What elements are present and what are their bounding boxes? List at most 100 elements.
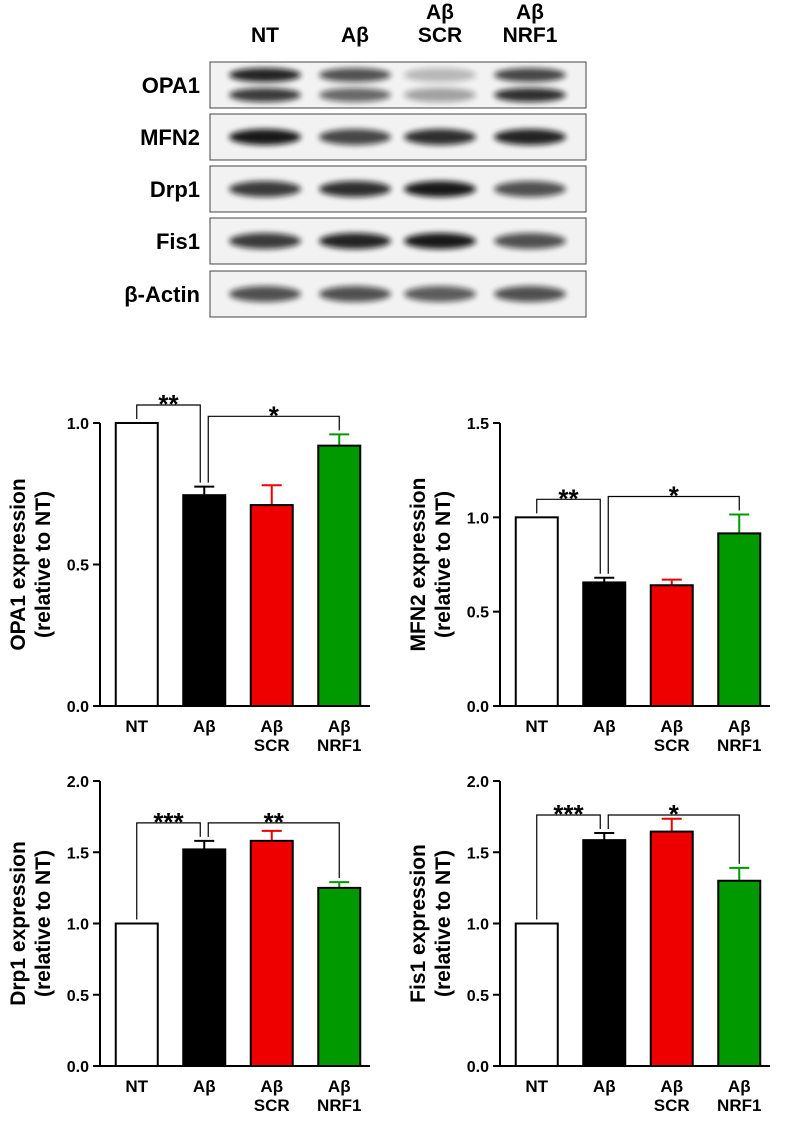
x-tick-label: NT [125, 717, 148, 736]
blot-band [404, 286, 476, 302]
blot-band [229, 129, 301, 145]
bar [114, 922, 159, 1067]
bar [317, 444, 362, 707]
blot-band [494, 129, 566, 145]
blot-band [404, 233, 476, 249]
x-tick-label: Aβ NRF1 [317, 1077, 361, 1115]
x-tick-label: Aβ [193, 1077, 216, 1096]
blot-band [319, 68, 391, 82]
blot-band [404, 129, 476, 145]
y-tick-label: 0.0 [467, 699, 489, 716]
x-tick-label: NT [525, 1077, 548, 1096]
significance-label: * [669, 481, 680, 511]
significance-label: * [269, 400, 280, 430]
blot-row-label: Fis1 [156, 229, 200, 254]
bar [182, 494, 227, 708]
y-axis-label: OPA1 expression(relative to NT) [7, 478, 55, 650]
significance-bracket [136, 404, 201, 483]
x-tick-label: NT [125, 1077, 148, 1096]
bar [717, 879, 762, 1067]
blot-band [494, 68, 566, 82]
blot-band [319, 181, 391, 197]
x-tick-label: Aβ SCR [254, 1077, 290, 1115]
y-tick-label: 0.5 [67, 988, 89, 1005]
y-tick-label: 0.5 [467, 605, 489, 622]
y-tick-label: 2.0 [67, 774, 89, 791]
y-axis-label: MFN2 expression(relative to NT) [407, 478, 455, 652]
x-tick-label: Aβ NRF1 [717, 717, 761, 755]
blot-band [229, 233, 301, 249]
blot-band [229, 88, 301, 102]
blot-band [319, 286, 391, 302]
blot-band [319, 129, 391, 145]
x-tick-label: NT [525, 717, 548, 736]
x-tick-label: Aβ [593, 717, 616, 736]
blot-band [229, 181, 301, 197]
significance-bracket [536, 814, 601, 920]
significance-bracket [607, 814, 740, 864]
significance-label: * [669, 799, 680, 829]
lane-label: Aβ NRF1 [503, 1, 558, 47]
blot-row-label: MFN2 [140, 125, 200, 150]
bar [182, 848, 227, 1068]
significance-bracket [136, 822, 201, 920]
bar [514, 922, 559, 1067]
significance-bracket [607, 495, 740, 574]
y-tick-label: 0.0 [67, 699, 89, 716]
y-tick-label: 1.0 [67, 917, 89, 934]
x-tick-label: Aβ [593, 1077, 616, 1096]
blot-band [494, 181, 566, 197]
y-tick-label: 1.0 [467, 917, 489, 934]
x-tick-label: Aβ NRF1 [317, 717, 361, 755]
y-tick-label: 1.5 [467, 845, 489, 862]
y-tick-label: 0.0 [67, 1059, 89, 1076]
significance-bracket [207, 822, 340, 879]
blot-band [404, 68, 476, 82]
bar [649, 830, 694, 1068]
y-tick-label: 1.0 [467, 510, 489, 527]
significance-bracket [207, 415, 340, 483]
bar [114, 422, 159, 707]
lane-label: NT [251, 24, 279, 47]
blot-row-label: OPA1 [142, 73, 200, 98]
y-tick-label: 1.5 [67, 845, 89, 862]
x-tick-label: Aβ SCR [654, 717, 690, 755]
y-tick-label: 1.0 [67, 416, 89, 433]
bar [717, 532, 762, 707]
blot-band [494, 233, 566, 249]
y-axis-label: Fis1 expression(relative to NT) [407, 844, 455, 1003]
blot-row-label: Drp1 [150, 177, 200, 202]
bar [582, 581, 627, 708]
blot-band [404, 181, 476, 197]
y-tick-label: 1.5 [467, 416, 489, 433]
blot-band [494, 88, 566, 102]
y-axis-label: Drp1 expression(relative to NT) [7, 841, 55, 1006]
significance-bracket [536, 498, 601, 574]
bar [649, 584, 694, 708]
x-tick-label: Aβ [193, 717, 216, 736]
y-tick-label: 0.0 [467, 1059, 489, 1076]
blot-band [319, 233, 391, 249]
significance-label: *** [553, 799, 584, 829]
y-tick-label: 0.5 [67, 558, 89, 575]
blot-row-label: β-Actin [124, 282, 200, 307]
x-tick-label: Aβ SCR [254, 717, 290, 755]
x-tick-label: Aβ SCR [654, 1077, 690, 1115]
blot-band [229, 286, 301, 302]
blot-band [404, 88, 476, 102]
significance-label: *** [153, 807, 184, 837]
bar [249, 504, 294, 707]
y-tick-label: 2.0 [467, 774, 489, 791]
lane-label: Aβ [341, 24, 369, 47]
bar [317, 886, 362, 1067]
bar [582, 839, 627, 1068]
significance-label: ** [158, 389, 179, 419]
y-tick-label: 0.5 [467, 988, 489, 1005]
blot-band [229, 68, 301, 82]
blot-band [494, 286, 566, 302]
bar [514, 516, 559, 707]
bar [249, 839, 294, 1067]
blot-band [319, 88, 391, 102]
significance-label: ** [558, 483, 579, 513]
